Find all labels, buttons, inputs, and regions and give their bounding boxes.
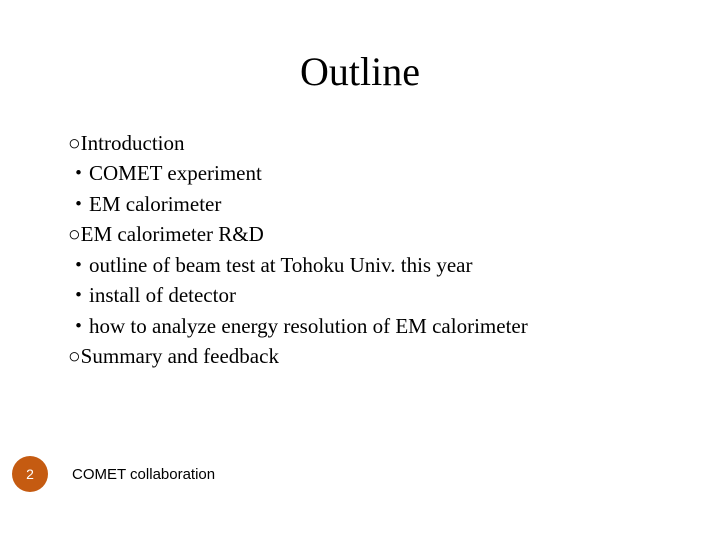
list-item: ・install of detector <box>68 280 668 310</box>
list-item: ○Summary and feedback <box>68 341 668 371</box>
footer: 2 COMET collaboration <box>12 456 215 492</box>
slide: Outline ○Introduction ・COMET experiment … <box>0 0 720 540</box>
list-item: ・outline of beam test at Tohoku Univ. th… <box>68 250 668 280</box>
list-item: ・EM calorimeter <box>68 189 668 219</box>
list-item: ・how to analyze energy resolution of EM … <box>68 311 668 341</box>
slide-title: Outline <box>0 48 720 95</box>
footer-label: COMET collaboration <box>72 466 215 483</box>
page-number: 2 <box>26 466 34 482</box>
list-item: ・COMET experiment <box>68 158 668 188</box>
list-item: ○Introduction <box>68 128 668 158</box>
list-item: ○EM calorimeter R&D <box>68 219 668 249</box>
page-number-badge: 2 <box>12 456 48 492</box>
outline-content: ○Introduction ・COMET experiment ・EM calo… <box>68 128 668 372</box>
title-text: Outline <box>300 49 420 94</box>
